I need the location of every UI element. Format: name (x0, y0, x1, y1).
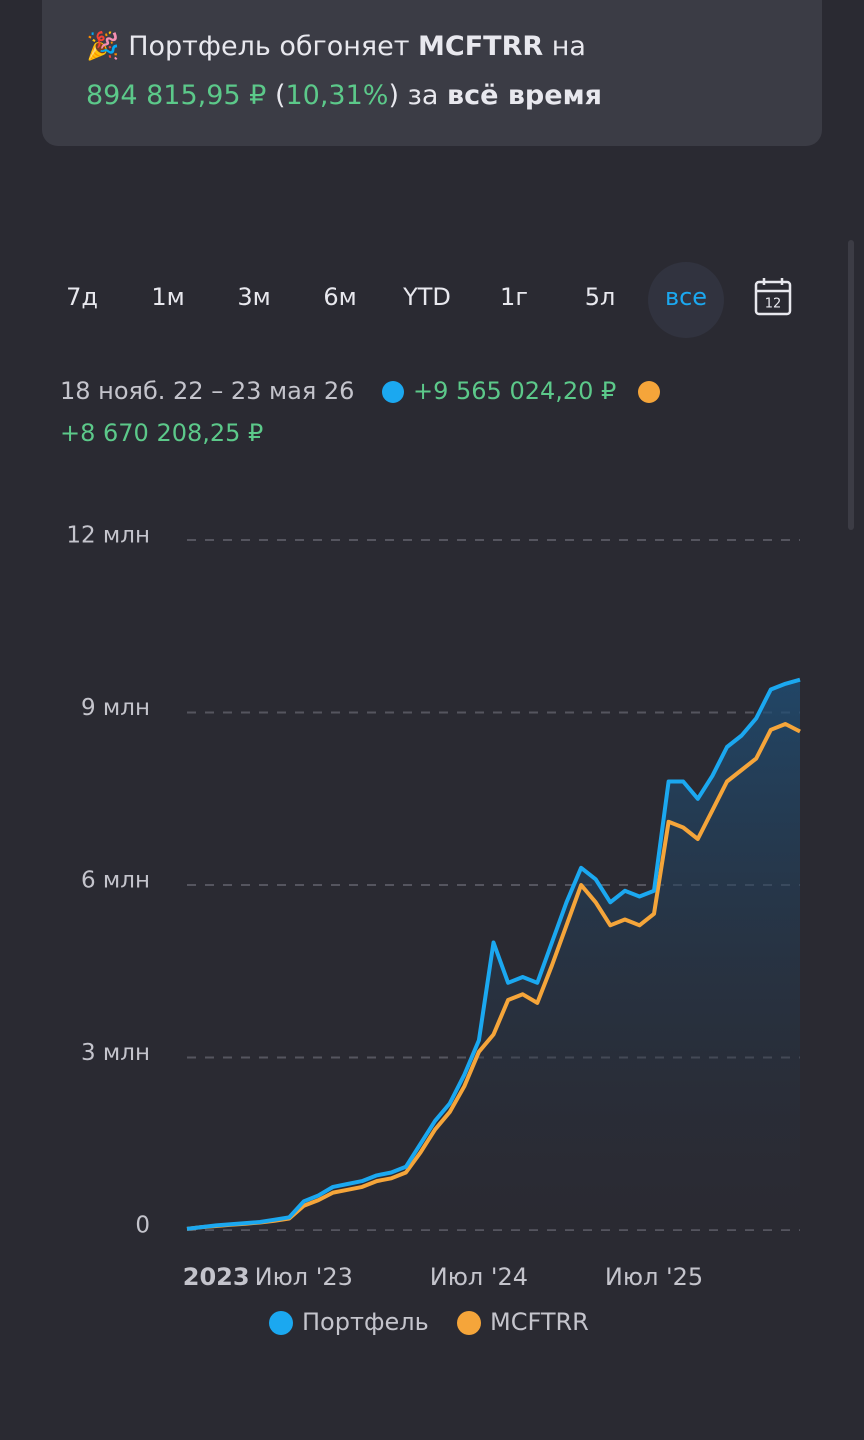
banner-text: ) за (388, 80, 448, 111)
period-button[interactable]: 1м (151, 283, 184, 311)
scrollbar (848, 240, 854, 530)
banner-text: всё время (447, 80, 602, 111)
banner-text: MCFTRR (418, 31, 544, 62)
banner-text: Портфель обгоняет (128, 31, 419, 62)
banner-text: ( (266, 80, 286, 111)
period-button[interactable]: все (665, 283, 707, 311)
period-button[interactable]: 1г (500, 283, 528, 311)
banner-line: 894 815,95 ₽ (10,31%) за всё время (86, 80, 602, 111)
benchmark-change: +8 670 208,25 ₽ (60, 419, 263, 447)
legend-dot (382, 381, 404, 403)
active-period-bg (648, 262, 724, 338)
period-button[interactable]: 7д (66, 283, 98, 311)
y-tick-label: 0 (135, 1213, 150, 1239)
x-tick-label: Июл '23 (255, 1263, 353, 1291)
portfolio-change: +9 565 024,20 ₽ (413, 377, 616, 405)
y-tick-label: 3 млн (81, 1040, 150, 1066)
series-line (186, 677, 801, 1231)
period-button[interactable]: YTD (402, 283, 451, 311)
banner: 🎉 Портфель обгоняет MCFTRR на 894 815,95 … (42, 0, 822, 146)
calendar-button[interactable]: 12 (754, 278, 792, 316)
y-tick-label: 6 млн (81, 868, 150, 894)
calendar-icon (754, 280, 792, 316)
banner-text: на (543, 31, 586, 62)
page: Portfolio chart {"banner": {"lines": [ [… (42, 0, 854, 1336)
legend-dot (638, 381, 660, 403)
banner-line: 🎉 Портфель обгоняет MCFTRR на (86, 30, 586, 62)
banner-text: 10,31% (285, 80, 389, 111)
x-tick-label: Июл '25 (605, 1263, 703, 1291)
x-tick-label: 2023 (183, 1263, 250, 1291)
period-button[interactable]: 3м (237, 283, 270, 311)
chart-area: 12 7д 1м 3м 6м YTD 1г 5л все 18 нояб. 22 – 23 ма… (60, 240, 854, 1336)
legend-label: MCFTRR (490, 1308, 589, 1336)
banner-text: 🎉 (86, 31, 129, 62)
date-range: 18 нояб. 22 – 23 мая 26 (60, 377, 354, 405)
y-tick-label: 9 млн (81, 695, 150, 721)
y-tick-label: 12 млн (66, 523, 150, 549)
banner-text: 894 815,95 ₽ (86, 80, 267, 111)
legend-label: Портфель (302, 1308, 429, 1336)
calendar-day: 12 (765, 297, 782, 312)
legend-marker (269, 1311, 293, 1335)
legend-marker (457, 1311, 481, 1335)
period-button[interactable]: 6м (323, 283, 356, 311)
period-button[interactable]: 5л (585, 283, 616, 311)
x-tick-label: Июл '24 (430, 1263, 528, 1291)
screen: 🎉 Портфель обгоняет MCFTRR на 894 815,95 … (42, 0, 854, 1336)
